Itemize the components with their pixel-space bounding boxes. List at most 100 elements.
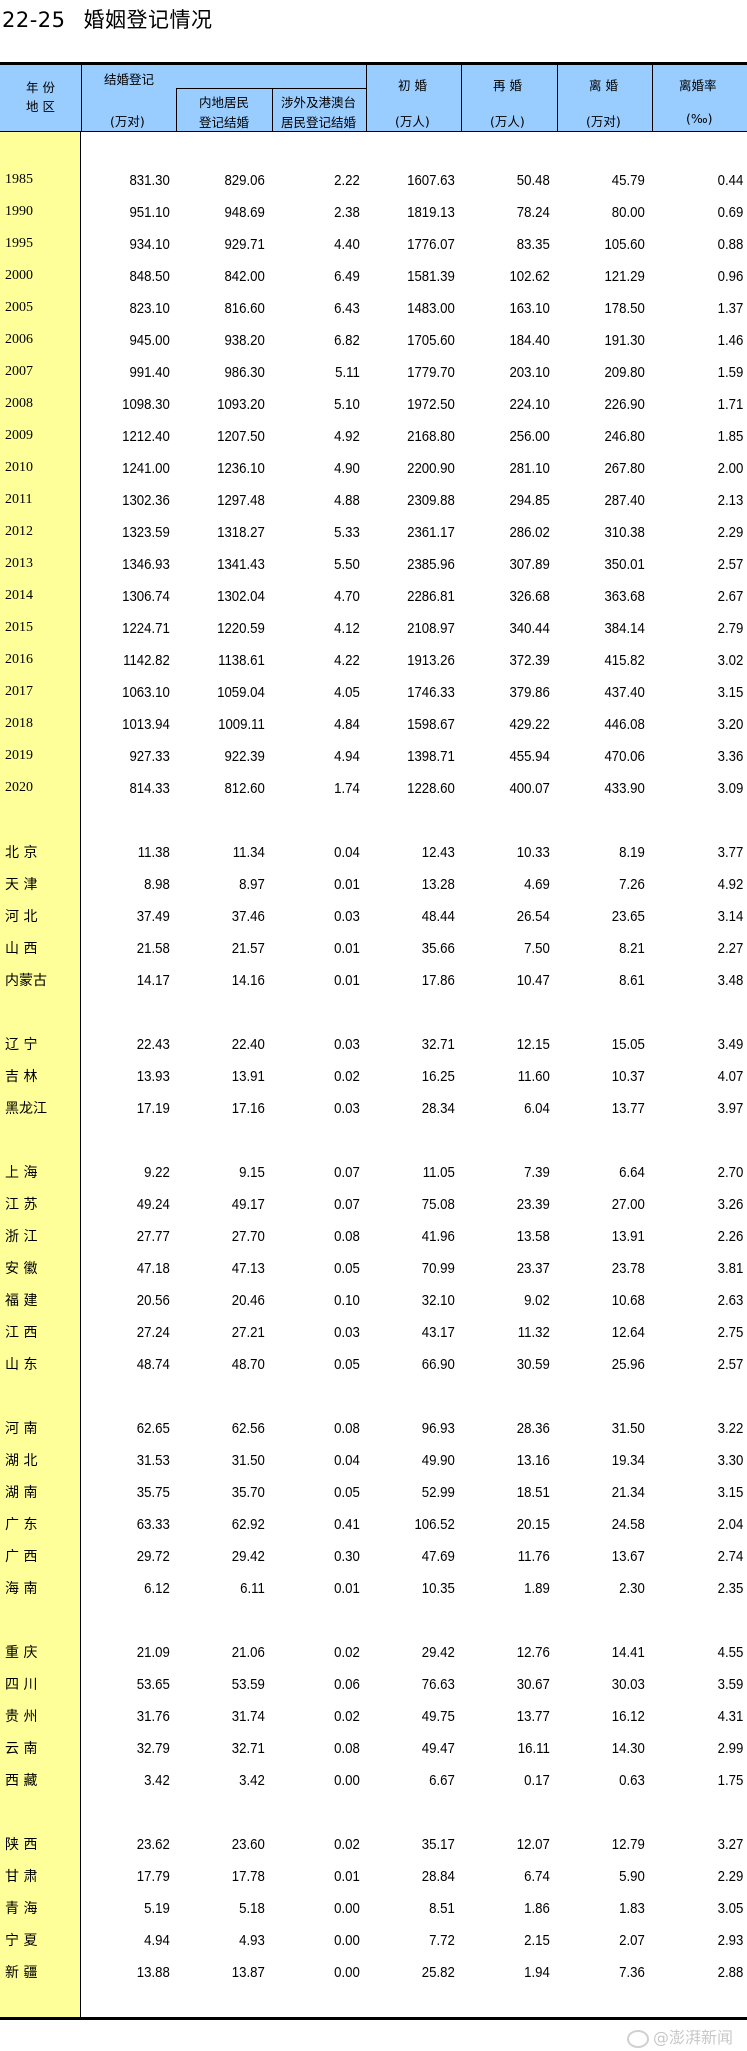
cell-divorce-rate: 1.59 [717, 363, 744, 381]
cell-label: 1995 [5, 236, 33, 251]
cell-marriages: 1063.10 [122, 683, 170, 701]
cell-first-marriage: 66.90 [421, 1355, 455, 1373]
year-row: 2008 1098.30 1093.20 5.10 1972.50 224.10 226.9… [0, 388, 747, 420]
cell-mainland: 922.39 [224, 747, 265, 765]
cell-marriages: 21.09 [136, 1643, 170, 1661]
header-region: 地 区 [26, 99, 55, 114]
cell-mainland: 62.92 [231, 1515, 265, 1533]
cell-divorce-rate: 0.44 [717, 171, 744, 189]
year-row: 2016 1142.82 1138.61 4.22 1913.26 372.39 415.8… [0, 644, 747, 676]
cell-label: 2019 [5, 748, 33, 763]
cell-remarriage: 224.10 [509, 395, 550, 413]
cell-mainland: 13.91 [231, 1067, 265, 1085]
cell-foreign: 0.05 [334, 1355, 360, 1373]
cell-marriages: 27.24 [136, 1323, 170, 1341]
cell-remarriage: 294.85 [509, 491, 550, 509]
cell-foreign: 0.00 [334, 1931, 360, 1949]
cell-remarriage: 7.39 [524, 1163, 550, 1181]
cell-foreign: 0.04 [334, 1451, 360, 1469]
cell-mainland: 1093.20 [217, 395, 265, 413]
cell-label: 重 庆 [5, 1645, 38, 1661]
region-row: 海 南 6.12 6.11 0.01 10.35 1.89 2.30 2.35 [0, 1572, 747, 1604]
cell-label: 2013 [5, 556, 33, 571]
cell-divorce-rate: 3.14 [717, 907, 744, 925]
cell-remarriage: 184.40 [509, 331, 550, 349]
cell-mainland: 62.56 [231, 1419, 265, 1437]
cell-mainland: 1220.59 [217, 619, 265, 637]
cell-mainland: 13.87 [231, 1963, 265, 1981]
cell-divorce: 191.30 [604, 331, 645, 349]
header-first-label: 初 婚 [398, 78, 427, 93]
cell-divorce: 178.50 [604, 299, 645, 317]
cell-divorce: 19.34 [611, 1451, 645, 1469]
header-remarry-label: 再 婚 [493, 78, 522, 93]
header-marriage: 结婚登记 [104, 72, 155, 87]
page-title: 22-25 婚姻登记情况 [2, 4, 213, 34]
cell-foreign: 5.11 [335, 363, 360, 381]
cell-label: 1990 [5, 204, 33, 219]
cell-marriages: 13.88 [136, 1963, 170, 1981]
cell-remarriage: 1.94 [524, 1963, 550, 1981]
cell-mainland: 1138.61 [218, 651, 265, 669]
cell-foreign: 5.50 [334, 555, 360, 573]
cell-first-marriage: 1598.67 [407, 715, 455, 733]
cell-first-marriage: 41.96 [421, 1227, 455, 1245]
cell-divorce-rate: 4.92 [717, 875, 744, 893]
table-bottom-border [0, 2017, 747, 2020]
cell-label: 山 东 [5, 1357, 38, 1373]
region-row: 安 徽 47.18 47.13 0.05 70.99 23.37 23.78 3.81 [0, 1252, 747, 1284]
label-column-background [0, 132, 81, 2018]
region-row: 浙 江 27.77 27.70 0.08 41.96 13.58 13.91 2.26 [0, 1220, 747, 1252]
cell-remarriage: 10.47 [516, 971, 550, 989]
cell-divorce-rate: 4.07 [717, 1067, 744, 1085]
cell-foreign: 0.02 [334, 1067, 360, 1085]
region-row: 江 苏 49.24 49.17 0.07 75.08 23.39 27.00 3.26 [0, 1188, 747, 1220]
cell-mainland: 1009.11 [218, 715, 265, 733]
year-row: 2018 1013.94 1009.11 4.84 1598.67 429.22 446.0… [0, 708, 747, 740]
region-row: 山 西 21.58 21.57 0.01 35.66 7.50 8.21 2.27 [0, 932, 747, 964]
cell-mainland: 5.18 [239, 1899, 265, 1917]
cell-foreign: 5.10 [334, 395, 360, 413]
cell-divorce-rate: 2.00 [717, 459, 744, 477]
cell-foreign: 0.01 [334, 1579, 360, 1597]
cell-label: 福 建 [5, 1293, 38, 1309]
cell-mainland: 3.42 [239, 1771, 265, 1789]
cell-first-marriage: 35.66 [421, 939, 455, 957]
cell-remarriage: 7.50 [524, 939, 550, 957]
cell-foreign: 0.08 [334, 1419, 360, 1437]
cell-marriages: 951.10 [129, 203, 170, 221]
cell-remarriage: 1.86 [524, 1899, 550, 1917]
cell-remarriage: 0.17 [524, 1771, 550, 1789]
cell-remarriage: 400.07 [509, 779, 550, 797]
cell-divorce: 10.37 [611, 1067, 645, 1085]
cell-remarriage: 372.39 [509, 651, 550, 669]
cell-divorce-rate: 2.70 [717, 1163, 744, 1181]
cell-foreign: 0.08 [334, 1227, 360, 1245]
table-number: 22-25 [2, 8, 66, 32]
cell-divorce-rate: 0.69 [717, 203, 744, 221]
cell-marriages: 1224.71 [122, 619, 170, 637]
cell-divorce: 13.91 [611, 1227, 645, 1245]
header-remarriage: 再 婚 (万人) [461, 65, 557, 131]
cell-foreign: 1.74 [334, 779, 360, 797]
cell-foreign: 6.82 [334, 331, 360, 349]
cell-label: 2016 [5, 652, 33, 667]
cell-label: 2014 [5, 588, 33, 603]
cell-divorce: 14.41 [611, 1643, 645, 1661]
cell-divorce: 13.67 [611, 1547, 645, 1565]
cell-divorce: 15.05 [611, 1035, 645, 1053]
cell-divorce: 7.26 [619, 875, 645, 893]
cell-remarriage: 11.76 [517, 1547, 550, 1565]
cell-divorce-rate: 3.77 [717, 843, 744, 861]
cell-remarriage: 12.07 [516, 1835, 550, 1853]
cell-label: 海 南 [5, 1581, 38, 1597]
cell-foreign: 4.92 [334, 427, 360, 445]
cell-first-marriage: 13.28 [421, 875, 455, 893]
cell-remarriage: 9.02 [524, 1291, 550, 1309]
cell-mainland: 27.70 [231, 1227, 265, 1245]
region-row: 上 海 9.22 9.15 0.07 11.05 7.39 6.64 2.70 [0, 1156, 747, 1188]
cell-label: 吉 林 [5, 1069, 38, 1085]
cell-remarriage: 23.39 [516, 1195, 550, 1213]
cell-divorce: 1.83 [619, 1899, 645, 1917]
cell-first-marriage: 1776.07 [407, 235, 455, 253]
